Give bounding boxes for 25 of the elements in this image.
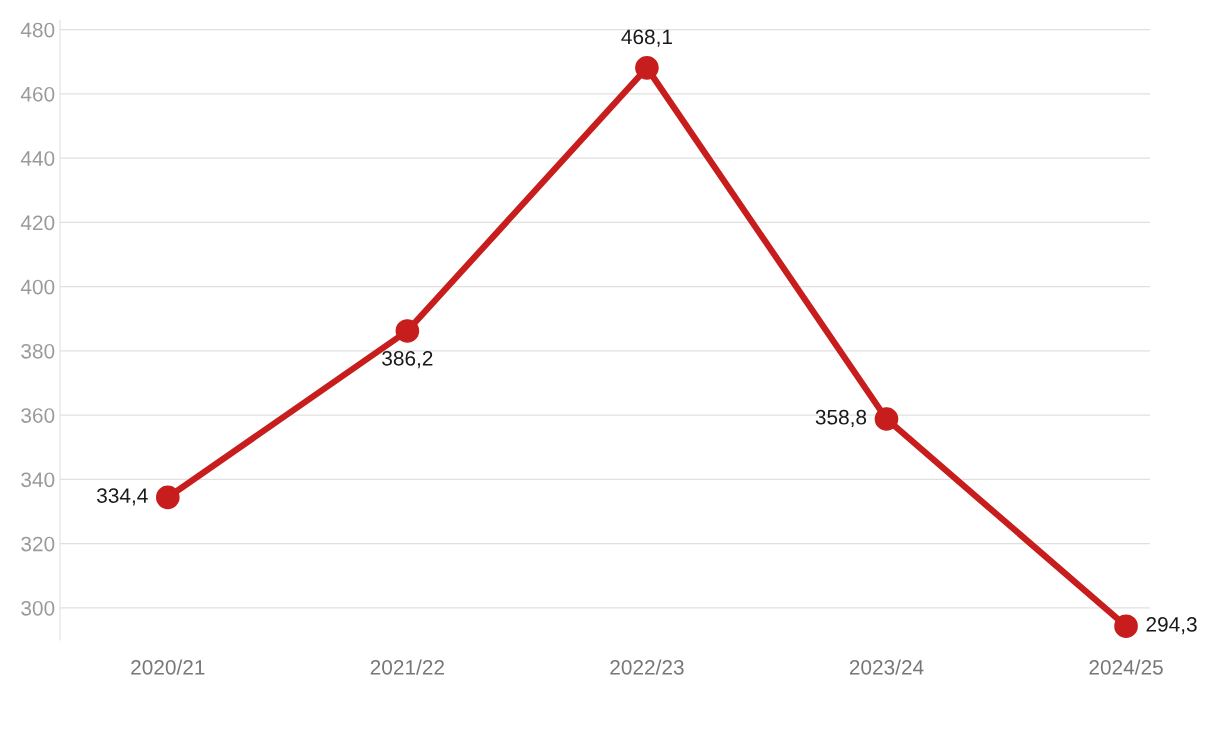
data-label: 358,8	[815, 409, 867, 428]
x-tick-label: 2023/24	[849, 659, 924, 675]
point	[155, 485, 180, 510]
y-tick-label: 340	[21, 472, 55, 488]
data-label: 294,3	[1146, 617, 1197, 635]
x-tick-label: 2020/21	[131, 659, 205, 675]
y-tick-label: 480	[20, 22, 55, 38]
y-tick-label: 360	[21, 408, 55, 423]
point	[874, 407, 899, 431]
data-label: 386,2	[382, 350, 433, 369]
y-tick-label: 400	[20, 279, 55, 295]
y-tick-label: 300	[21, 600, 55, 616]
y-tick-label: 380	[21, 343, 55, 359]
point	[635, 56, 659, 80]
y-tick-label: 420	[20, 215, 55, 231]
x-tick-label: 2022/23	[610, 659, 684, 675]
x-tick-label: 2021/22	[370, 659, 444, 675]
data-label: 468,1	[621, 29, 672, 47]
data-label: 334,4	[97, 488, 148, 506]
point	[1114, 614, 1138, 638]
y-tick-label: 460	[20, 86, 55, 102]
x-tick-label: 2024/25	[1089, 659, 1163, 675]
y-tick-label: 440	[20, 151, 55, 166]
point	[395, 319, 420, 343]
y-tick-label: 320	[21, 536, 55, 552]
